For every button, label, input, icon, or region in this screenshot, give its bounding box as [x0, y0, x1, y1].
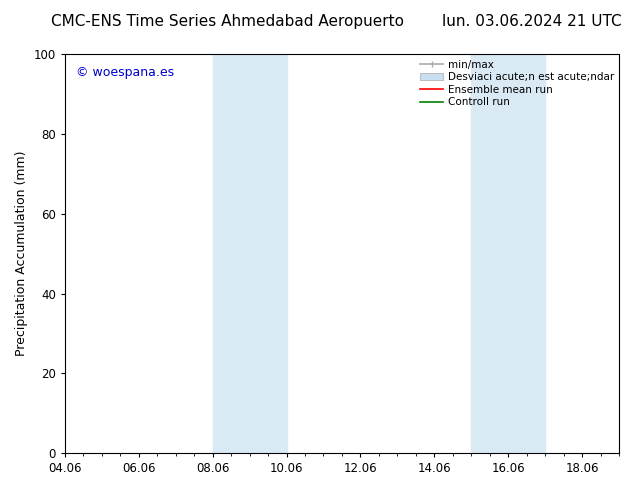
Bar — [471, 54, 545, 453]
Legend: min/max, Desviaci acute;n est acute;ndar, Ensemble mean run, Controll run: min/max, Desviaci acute;n est acute;ndar… — [418, 57, 616, 109]
Bar — [212, 54, 287, 453]
Text: CMC-ENS Time Series Ahmedabad Aeropuerto: CMC-ENS Time Series Ahmedabad Aeropuerto — [51, 14, 404, 29]
Text: © woespana.es: © woespana.es — [76, 66, 174, 79]
Text: lun. 03.06.2024 21 UTC: lun. 03.06.2024 21 UTC — [442, 14, 621, 29]
Y-axis label: Precipitation Accumulation (mm): Precipitation Accumulation (mm) — [15, 151, 28, 356]
